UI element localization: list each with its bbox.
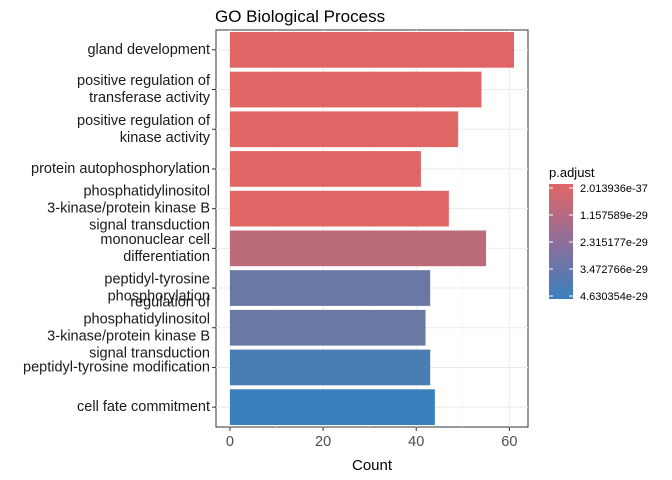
x-tick-label: 0 (226, 434, 234, 450)
category-label-line: gland development (87, 42, 210, 58)
colorbar-label: 2.315177e-29 (580, 237, 648, 249)
chart-title: GO Biological Process (215, 7, 385, 26)
bar (229, 230, 487, 267)
category-label-line: cell fate commitment (77, 399, 210, 415)
colorbar-label: 4.630354e-29 (580, 291, 648, 303)
category-label-line: mononuclear cell (100, 232, 210, 248)
category-label-line: kinase activity (120, 130, 211, 146)
category-label-line: peptidyl-tyrosine (104, 271, 210, 287)
category-label-line: 3-kinase/protein kinase B (47, 328, 210, 344)
category-label: phosphatidylinositol 3-kinase/protein kin… (47, 183, 210, 233)
bar (229, 309, 426, 346)
category-label-line: phosphatidylinositol (83, 183, 210, 199)
category-label: gland development (87, 42, 210, 58)
category-label-line: differentiation (123, 249, 210, 265)
x-tick-label: 40 (408, 434, 424, 450)
category-label-line: phosphatidylinositol (83, 311, 210, 327)
bar (229, 31, 515, 68)
category-label-line: 3-kinase/protein kinase B (47, 200, 210, 216)
x-axis-title: Count (352, 457, 393, 474)
category-label: mononuclear cell differentiation (100, 232, 210, 265)
colorbar-labels: 2.013936e-37 1.157589e-29 2.315177e-29 3.47… (549, 183, 648, 303)
category-label: positive regulation of transferase activi… (77, 73, 211, 106)
category-label-line: positive regulation of (77, 73, 211, 89)
category-label: protein autophosphorylation (31, 161, 210, 177)
bars (229, 31, 515, 426)
category-label-line: peptidyl-tyrosine modification (23, 359, 210, 375)
category-label-line: positive regulation of (77, 113, 211, 129)
category-label-line: regulation of (130, 294, 211, 310)
category-label: peptidyl-tyrosine phosphorylation (104, 271, 210, 304)
category-label: peptidyl-tyrosine modification (23, 359, 210, 375)
bar (229, 270, 431, 306)
legend-title: p.adjust (549, 165, 595, 180)
category-label: cell fate commitment (77, 399, 210, 415)
bar (229, 111, 459, 148)
bar (229, 190, 449, 227)
bar (229, 389, 435, 426)
x-tick-label: 20 (315, 434, 331, 450)
category-label-line: protein autophosphorylation (31, 161, 210, 177)
x-tick-label: 60 (501, 434, 517, 450)
bar (229, 151, 421, 187)
x-axis-ticks: 0 20 40 60 (226, 427, 517, 450)
colorbar-label: 2.013936e-37 (580, 183, 648, 195)
category-label-line: signal transduction (89, 217, 210, 233)
category-label: positive regulation of kinase activity (77, 113, 211, 146)
category-label: regulation of phosphatidylinositol 3-kinas… (47, 294, 211, 361)
colorbar-label: 3.472766e-29 (580, 264, 648, 276)
bar (229, 71, 482, 108)
colorbar-label: 1.157589e-29 (580, 210, 648, 222)
bar (229, 349, 431, 386)
category-label-line: phosphorylation (108, 288, 210, 304)
category-label-line: transferase activity (89, 90, 211, 106)
category-label-line: signal transduction (89, 345, 210, 361)
